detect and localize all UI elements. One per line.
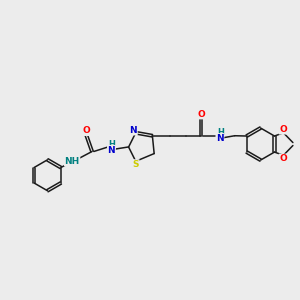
Text: N: N <box>107 146 115 154</box>
Text: N: N <box>216 134 224 142</box>
Text: O: O <box>279 125 287 134</box>
Text: H: H <box>109 140 116 149</box>
Text: O: O <box>197 110 205 119</box>
Text: H: H <box>217 128 224 137</box>
Text: O: O <box>279 154 287 163</box>
Text: NH: NH <box>64 157 80 166</box>
Text: S: S <box>133 160 139 169</box>
Text: N: N <box>130 126 137 135</box>
Text: O: O <box>82 127 90 136</box>
